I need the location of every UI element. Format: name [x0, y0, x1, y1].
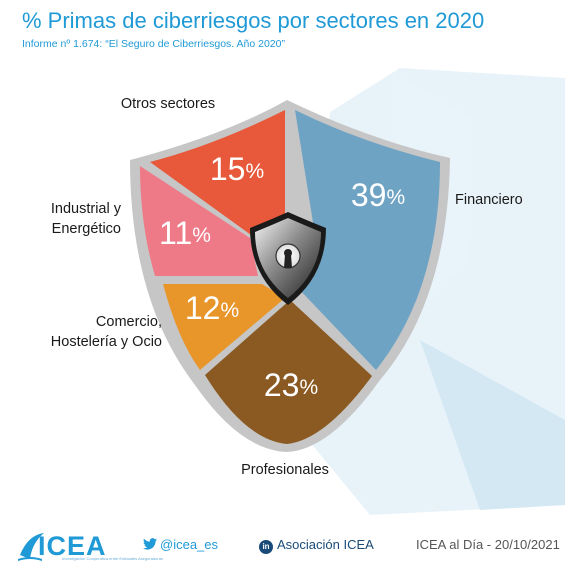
category-label-industrial: Industrial y Energético [51, 201, 122, 237]
brand-name: ICEA [38, 531, 107, 561]
slice-industrial [140, 166, 258, 276]
footer: ICEA Investigación Cooperativa entre Ent… [0, 525, 567, 567]
page-title: % Primas de ciberriesgos por sectores en… [22, 8, 485, 33]
data-label-profesionales: 23% [264, 367, 318, 403]
data-label-financiero: 39% [351, 177, 405, 213]
icea-logo-icon [18, 533, 44, 561]
linkedin-icon: in [259, 540, 273, 554]
category-label-comercio: Comercio, Hostelería y Ocio [51, 314, 162, 350]
data-label-otros: 15% [210, 151, 264, 187]
lock-shield-icon [250, 212, 326, 305]
category-label-otros: Otros sectores [121, 96, 215, 112]
data-label-industrial: 11% [159, 215, 211, 251]
data-label-comercio: 12% [185, 290, 239, 326]
slice-otros [150, 110, 285, 240]
slice-profesionales [205, 300, 372, 444]
linkedin-link[interactable]: in Asociación ICEA [259, 537, 374, 554]
twitter-link[interactable]: @icea_es [143, 537, 218, 552]
category-label-financiero: Financiero [455, 192, 523, 208]
linkedin-name: Asociación ICEA [277, 537, 374, 552]
page-subtitle: Informe nº 1.674: “El Seguro de Ciberrie… [22, 38, 285, 50]
publication-date: ICEA al Día - 20/10/2021 [416, 537, 560, 552]
slice-comercio [163, 284, 285, 370]
category-label-profesionales: Profesionales [241, 462, 329, 478]
slice-financiero [295, 110, 440, 370]
twitter-handle: @icea_es [160, 537, 219, 552]
icea-logo: ICEA Investigación Cooperativa entre Ent… [16, 529, 163, 565]
brand-tagline: Investigación Cooperativa entre Entidade… [62, 556, 163, 561]
twitter-icon [143, 538, 157, 550]
